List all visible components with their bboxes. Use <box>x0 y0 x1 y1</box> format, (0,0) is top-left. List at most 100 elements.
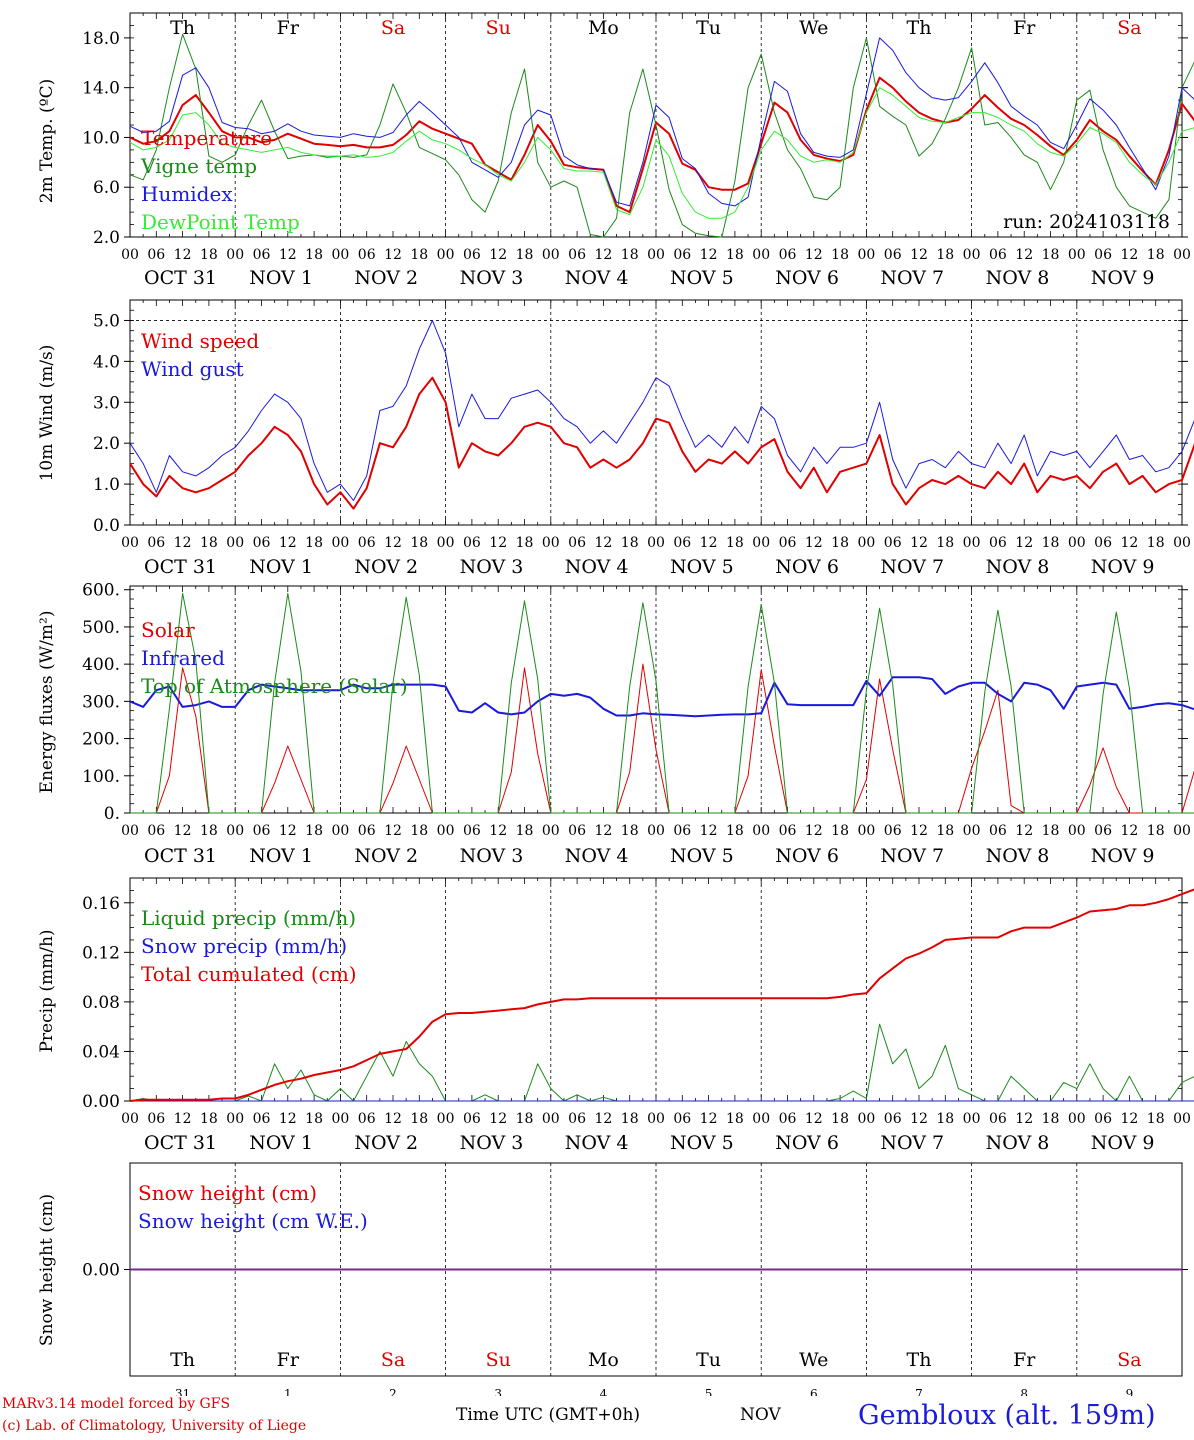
x-date-label: NOV 7 <box>880 1132 944 1154</box>
x-date-label: OCT 31 <box>144 267 217 289</box>
y-tick-label: 4.0 <box>93 352 120 372</box>
x-date-label: NOV 2 <box>354 556 418 578</box>
weekday-label: Sa <box>1117 1349 1141 1371</box>
x-date-label: NOV 6 <box>775 845 839 867</box>
x-hour-label: 06 <box>1094 535 1112 551</box>
plot-frame <box>129 299 1183 526</box>
chart-panel-3: 0. 100. 200. 300. 400. 500. 600. Energy fluxes … <box>37 581 1194 867</box>
x-hour-label: 00 <box>121 1111 139 1127</box>
x-hour-label: 00 <box>963 1111 981 1127</box>
series-line-2 <box>129 320 1194 501</box>
x-hour-label: 06 <box>358 535 376 551</box>
x-hour-label: 00 <box>1068 1111 1086 1127</box>
x-hour-label: 06 <box>989 823 1007 839</box>
x-hour-label: 12 <box>594 1111 612 1127</box>
x-hour-label: 00 <box>542 823 560 839</box>
legend-entry: Infrared <box>141 646 225 670</box>
x-date-label: NOV 1 <box>249 556 313 578</box>
legend-entry: Wind speed <box>141 329 259 353</box>
x-hour-label: 06 <box>884 247 902 263</box>
x-hour-label: 12 <box>384 823 402 839</box>
weekday-label: Fr <box>277 17 300 39</box>
day-number-label: 8 <box>1020 1387 1028 1396</box>
x-hour-label: 12 <box>174 823 192 839</box>
x-hour-label: 06 <box>147 1111 165 1127</box>
x-hour-label: 18 <box>410 823 428 839</box>
y-tick-label: 3.0 <box>93 393 120 413</box>
x-date-label: NOV 8 <box>986 267 1050 289</box>
y-tick-label: 0.04 <box>82 1042 120 1062</box>
weekday-label: Su <box>486 1349 511 1371</box>
model-credit: MARv3.14 model forced by GFS <box>2 1396 231 1412</box>
x-hour-label: 06 <box>463 1111 481 1127</box>
x-hour-label: 06 <box>358 247 376 263</box>
month-label: NOV <box>740 1405 781 1425</box>
x-hour-label: 12 <box>1120 247 1138 263</box>
weekday-label: Tu <box>696 1349 721 1371</box>
y-tick-label: 0. <box>104 804 120 824</box>
x-hour-label: 12 <box>594 535 612 551</box>
x-hour-label: 06 <box>673 823 691 839</box>
chart-panel-4: 0.00 0.04 0.08 0.12 0.16 Precip (mm/h) 00 06 12 1… <box>37 877 1194 1154</box>
x-hour-label: 18 <box>516 535 534 551</box>
series-line-2 <box>129 33 1194 238</box>
x-hour-label: 18 <box>936 1111 954 1127</box>
x-hour-label: 06 <box>358 823 376 839</box>
x-hour-label: 00 <box>542 1111 560 1127</box>
x-hour-label: 18 <box>726 1111 744 1127</box>
x-hour-label: 00 <box>963 247 981 263</box>
x-hour-label: 06 <box>463 535 481 551</box>
x-hour-label: 00 <box>121 535 139 551</box>
weekday-label: Th <box>170 1349 195 1371</box>
x-hour-label: 18 <box>410 1111 428 1127</box>
x-hour-label: 12 <box>805 247 823 263</box>
x-hour-label: 12 <box>910 247 928 263</box>
x-hour-label: 00 <box>226 247 244 263</box>
legend-entry: Solar <box>141 618 195 642</box>
x-hour-label: 00 <box>437 535 455 551</box>
x-hour-label: 18 <box>410 247 428 263</box>
x-hour-label: 00 <box>963 535 981 551</box>
x-hour-label: 00 <box>437 823 455 839</box>
x-hour-label: 12 <box>805 1111 823 1127</box>
x-hour-label: 18 <box>936 823 954 839</box>
x-date-label: NOV 5 <box>670 267 734 289</box>
x-hour-label: 18 <box>305 247 323 263</box>
x-hour-label: 18 <box>726 823 744 839</box>
x-hour-label: 00 <box>647 247 665 263</box>
y-tick-label: 0.08 <box>82 993 120 1013</box>
series-line-3 <box>129 37 1194 207</box>
x-hour-label: 00 <box>1068 823 1086 839</box>
x-date-label: NOV 8 <box>986 845 1050 867</box>
x-hour-label: 06 <box>989 1111 1007 1127</box>
x-hour-label: 18 <box>621 247 639 263</box>
day-number-label: 7 <box>915 1387 923 1396</box>
x-hour-label: 18 <box>621 823 639 839</box>
x-hour-label: 00 <box>1173 247 1191 263</box>
x-hour-label: 18 <box>305 823 323 839</box>
x-hour-label: 06 <box>989 535 1007 551</box>
x-date-label: NOV 8 <box>986 556 1050 578</box>
x-hour-label: 06 <box>779 247 797 263</box>
weekday-label: Fr <box>1013 17 1036 39</box>
x-date-label: NOV 6 <box>775 1132 839 1154</box>
x-hour-label: 18 <box>1042 823 1060 839</box>
x-hour-label: 12 <box>700 247 718 263</box>
x-hour-label: 12 <box>1015 823 1033 839</box>
x-date-label: NOV 4 <box>565 267 629 289</box>
legend-entry: Vigne temp <box>140 154 257 178</box>
weekday-label: Fr <box>1013 1349 1036 1371</box>
x-hour-label: 00 <box>857 535 875 551</box>
weekday-label: We <box>799 17 828 39</box>
x-date-label: NOV 2 <box>354 845 418 867</box>
run-label: run: 2024103118 <box>1003 211 1170 233</box>
x-hour-label: 00 <box>331 823 349 839</box>
x-hour-label: 18 <box>1042 535 1060 551</box>
y-tick-label: 10.0 <box>82 128 120 148</box>
x-date-label: NOV 1 <box>249 845 313 867</box>
series-line-3 <box>129 888 1194 1102</box>
x-date-label: NOV 2 <box>354 1132 418 1154</box>
x-date-label: OCT 31 <box>144 1132 217 1154</box>
x-hour-label: 00 <box>437 247 455 263</box>
x-hour-label: 18 <box>726 247 744 263</box>
